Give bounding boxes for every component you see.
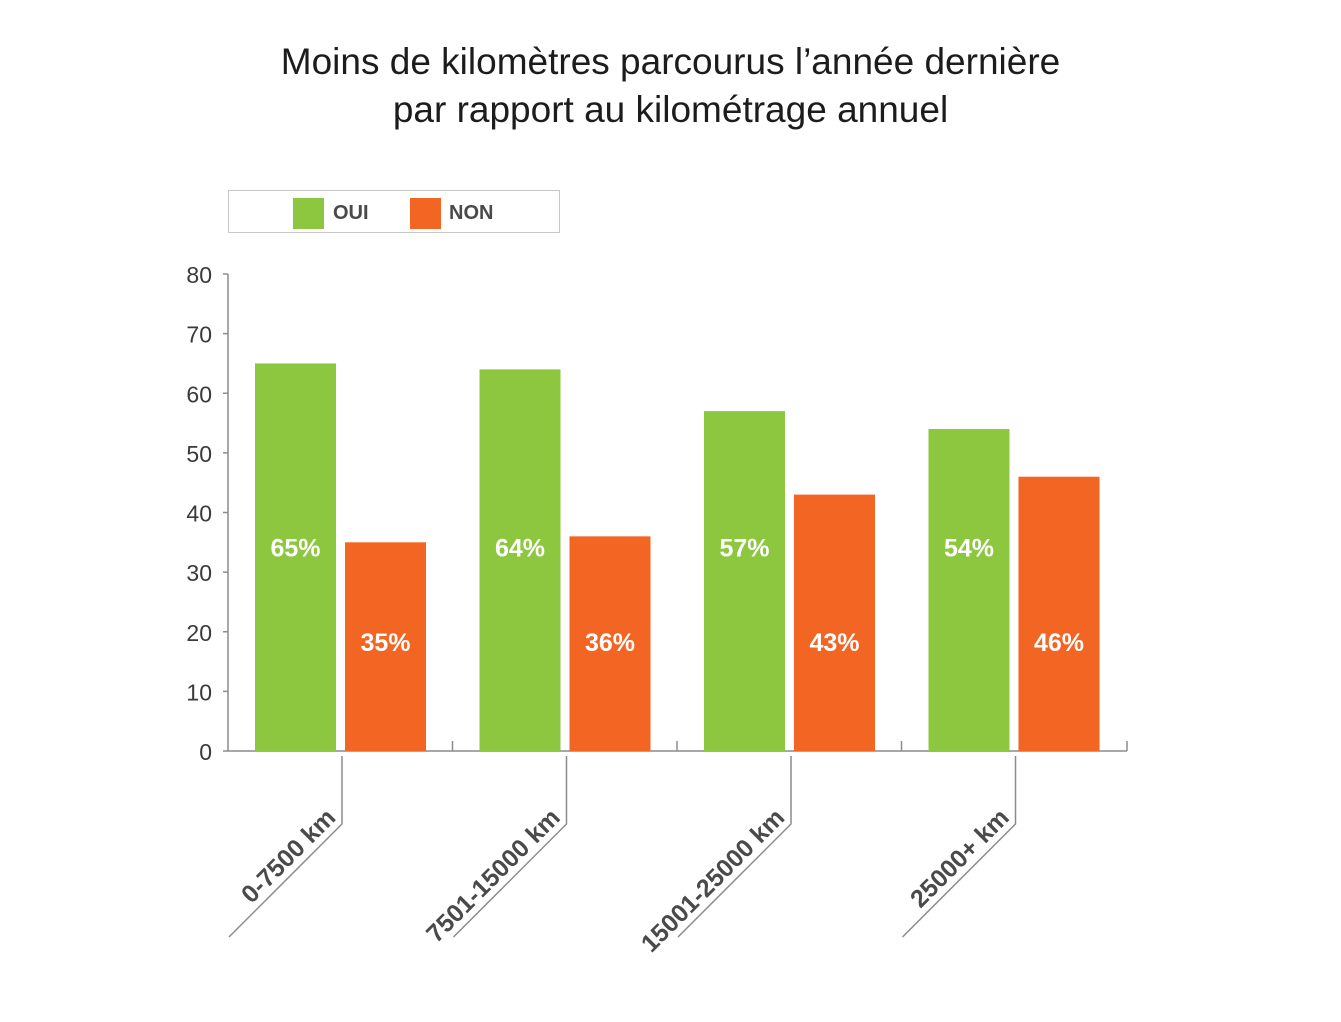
category-leader-line bbox=[677, 756, 792, 938]
bar-data-label: 43% bbox=[809, 629, 859, 657]
category-leader-line bbox=[228, 756, 343, 938]
chart-legend: OUI NON bbox=[228, 190, 560, 233]
y-tick-label: 50 bbox=[186, 441, 212, 467]
chart-title-line-1: Moins de kilomètres parcourus l’année de… bbox=[280, 41, 1061, 82]
bar-data-label: 65% bbox=[270, 535, 320, 563]
legend-label-oui: OUI bbox=[333, 202, 369, 224]
bar-data-label: 54% bbox=[944, 535, 994, 563]
bar-oui bbox=[704, 411, 785, 751]
bar-oui bbox=[479, 369, 561, 751]
bar-data-label: 64% bbox=[495, 535, 545, 563]
bar-data-label: 35% bbox=[360, 629, 410, 657]
bar-non bbox=[1018, 476, 1100, 751]
y-tick-label: 0 bbox=[199, 739, 212, 765]
chart-title-line-2: par rapport au kilométrage annuel bbox=[392, 89, 949, 130]
bar-data-label: 57% bbox=[719, 535, 769, 563]
bar-non bbox=[794, 494, 875, 751]
bar-oui bbox=[255, 363, 336, 751]
category-leader-line bbox=[901, 756, 1017, 938]
x-category-label: 15001-25000 km bbox=[636, 803, 790, 957]
y-tick-label: 20 bbox=[186, 620, 212, 646]
bar-non bbox=[569, 536, 651, 751]
x-category-label: 0-7500 km bbox=[236, 803, 341, 908]
y-tick-label: 40 bbox=[186, 501, 212, 527]
bar-data-label: 46% bbox=[1034, 629, 1084, 657]
legend-label-non: NON bbox=[449, 202, 494, 224]
y-tick-label: 70 bbox=[186, 322, 212, 348]
bar-non bbox=[345, 542, 426, 751]
y-tick-label: 30 bbox=[186, 560, 212, 586]
legend-swatch-non bbox=[410, 198, 441, 229]
y-tick-label: 10 bbox=[186, 679, 212, 705]
y-tick-label: 80 bbox=[186, 262, 212, 288]
bar-oui bbox=[928, 429, 1010, 751]
legend-swatch-oui bbox=[293, 198, 324, 229]
y-tick-label: 60 bbox=[186, 381, 212, 407]
chart-title: Moins de kilomètres parcourus l’année de… bbox=[0, 38, 1341, 134]
category-leader-line bbox=[452, 756, 568, 938]
x-category-label: 25000+ km bbox=[905, 803, 1015, 913]
bar-data-label: 36% bbox=[585, 629, 635, 657]
x-category-label: 7501-15000 km bbox=[421, 803, 566, 948]
